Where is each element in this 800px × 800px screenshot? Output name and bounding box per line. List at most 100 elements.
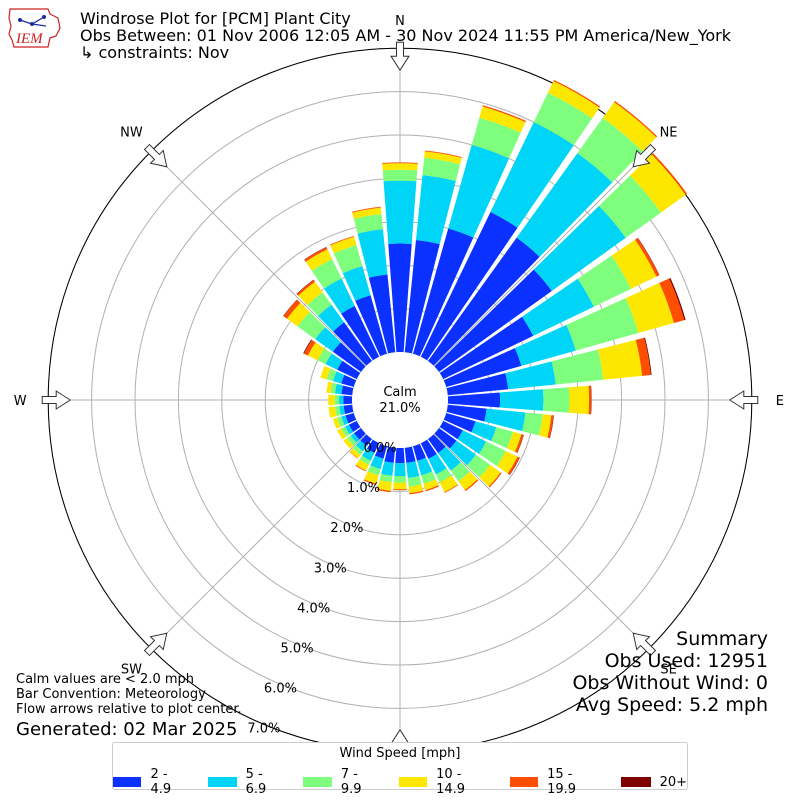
wind-bar-segment	[553, 79, 601, 108]
wind-bar-segment	[444, 484, 459, 493]
wind-bar-segment	[533, 205, 626, 291]
wind-bar-segment	[614, 100, 658, 138]
wind-bar-segment	[304, 247, 328, 262]
grid-spoke	[399, 150, 650, 401]
wind-bar-segment	[348, 420, 361, 432]
wind-bar-segment	[412, 443, 427, 461]
wind-bar-segment	[630, 154, 686, 213]
wind-bar-segment	[421, 471, 436, 484]
wind-bar-segment	[342, 266, 371, 301]
chart-subtitle: Obs Between: 01 Nov 2006 12:05 AM - 30 N…	[80, 26, 731, 45]
wind-bar-segment	[539, 414, 552, 438]
wind-bar-segment	[443, 412, 476, 433]
wind-bar-segment	[438, 446, 461, 471]
compass-label-e: E	[776, 394, 784, 409]
wind-bar-segment	[338, 395, 344, 405]
wind-bar-segment	[303, 339, 316, 356]
wind-bar-segment	[420, 212, 518, 361]
wind-bar-segment	[471, 117, 521, 159]
wind-bar-segment	[499, 389, 544, 411]
wind-bar-segment	[296, 279, 316, 296]
wind-bar-segment	[287, 302, 310, 327]
chart-constraints: ↳ constraints: Nov	[80, 43, 230, 62]
summary-obs-used: Obs Used: 12951	[604, 650, 768, 672]
wind-bar-segment	[507, 456, 520, 475]
wind-bar-segment	[514, 434, 524, 453]
legend-item: 7 - 9.9	[303, 767, 380, 797]
wind-bar-segment	[326, 368, 337, 382]
radial-tick-label: 6.0%	[264, 682, 297, 697]
wind-bar-segment	[479, 464, 501, 487]
wind-bar-segment	[395, 447, 405, 464]
wind-bar-segment	[370, 455, 384, 470]
wind-bar-segment	[543, 387, 570, 413]
wind-bar-segment	[635, 237, 660, 277]
legend-swatch	[113, 777, 142, 787]
wind-bar-segment	[409, 490, 424, 495]
grid-spoke	[150, 399, 401, 650]
wind-bar-segment	[448, 144, 510, 238]
wind-bar-segment	[307, 342, 325, 361]
legend-swatch	[303, 777, 332, 787]
wind-bar-segment	[598, 175, 662, 238]
wind-bar-segment	[297, 311, 326, 340]
note-bar-convention: Bar Convention: Meteorology	[16, 687, 206, 702]
wind-bar-segment	[343, 438, 354, 449]
wind-bar-segment	[394, 463, 406, 477]
summary-block: Summary Obs Used: 12951 Obs Without Wind…	[572, 628, 768, 716]
legend-swatch	[208, 777, 237, 787]
wind-bar-segment	[334, 383, 343, 395]
wind-bar-segment	[484, 408, 526, 432]
wind-bar-segment	[466, 454, 491, 478]
calm-value: 21.0%	[379, 401, 420, 416]
legend-item: 20+	[620, 767, 687, 797]
wind-bar-segment	[479, 106, 526, 133]
legend-item: 10 - 14.9	[398, 767, 492, 797]
wind-bar-segment	[533, 92, 593, 146]
wind-bars	[283, 79, 688, 495]
wind-bar-segment	[353, 214, 383, 234]
wind-bar-segment	[341, 426, 350, 437]
wind-bar-segment	[507, 431, 522, 452]
wind-bar-segment	[388, 243, 412, 353]
wind-bar-segment	[345, 424, 354, 435]
wind-bar-segment	[443, 348, 522, 388]
wind-bar-segment	[334, 395, 340, 405]
radial-tick-label: 1.0%	[347, 481, 380, 496]
compass-label-n: N	[395, 14, 405, 29]
compass-label-nw: NW	[120, 125, 143, 140]
wind-bar-segment	[482, 105, 527, 123]
wind-bar-segment	[434, 269, 552, 372]
wind-bar-segment	[522, 412, 543, 436]
wind-bar-segment	[428, 453, 447, 475]
radial-tick-label: 3.0%	[314, 561, 347, 576]
wind-bar-segment	[355, 440, 367, 452]
wind-bar-segment	[597, 339, 643, 380]
wind-bar-segment	[611, 239, 657, 289]
wind-bar-segment	[355, 464, 367, 472]
wind-bar-segment	[490, 122, 574, 228]
legend-item: 15 - 19.9	[509, 767, 603, 797]
wind-bar-segment	[341, 415, 349, 426]
wind-bar-segment	[304, 246, 327, 260]
wind-bar-segment	[330, 382, 337, 394]
wind-bar-segment	[337, 416, 345, 427]
wind-bar-segment	[602, 101, 657, 152]
wind-bar-segment	[425, 485, 440, 492]
legend-label: 2 - 4.9	[150, 767, 172, 797]
wind-bar-segment	[446, 404, 487, 422]
wind-bar-segment	[349, 451, 359, 459]
wind-bar-segment	[328, 406, 337, 418]
wind-bar-segment	[325, 353, 343, 370]
summary-obs-without-wind: Obs Without Wind: 0	[572, 672, 768, 694]
wind-bar-segment	[464, 479, 479, 492]
wind-bar-segment	[446, 373, 509, 396]
wind-bar-segment	[333, 245, 363, 274]
wind-bar-segment	[635, 337, 651, 376]
wind-bar-segment	[516, 153, 613, 257]
wind-bar-segment	[424, 150, 462, 158]
wind-bar-segment	[669, 277, 686, 321]
wind-bar-segment	[367, 465, 381, 476]
generated-date: Generated: 02 Mar 2025	[16, 719, 238, 740]
